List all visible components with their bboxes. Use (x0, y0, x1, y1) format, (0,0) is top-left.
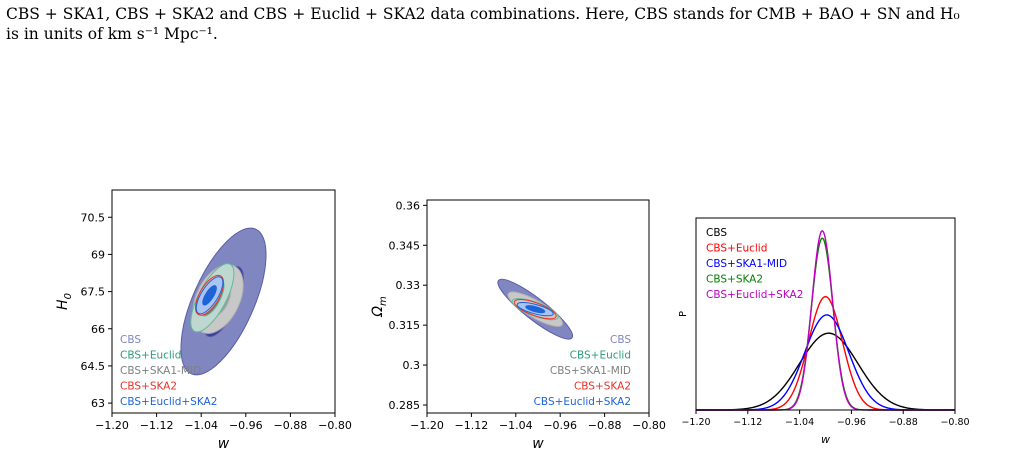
legend-entry: CBS+Euclid+SKA2 (534, 396, 631, 408)
x-tick-label: −0.88 (889, 417, 918, 428)
legend-entry: CBS+SKA1-MID (550, 365, 631, 377)
x-axis-label: w (532, 436, 544, 452)
x-tick-label: −0.80 (940, 417, 969, 428)
y-axis-label: Ωm (370, 296, 389, 318)
x-tick-label: −1.12 (140, 419, 174, 432)
x-axis-label: w (821, 433, 830, 446)
y-tick-label: 0.36 (396, 199, 421, 212)
legend-entry: CBS+Euclid (706, 243, 767, 255)
y-tick-label: 0.285 (389, 399, 421, 412)
contour-panel-1: −1.20 −1.12 −1.04 −0.96 −0.88 −0.80 63 64.5 66 67… (55, 189, 352, 452)
y-tick-label: 0.33 (396, 279, 421, 292)
legend-entry: CBS+SKA1-MID (120, 365, 201, 377)
x-tick-label: −1.12 (733, 417, 762, 428)
legend-entry: CBS (706, 227, 727, 239)
y-tick-label: 63 (91, 397, 105, 410)
y-tick-label: 0.3 (403, 359, 421, 372)
y-tick-label: 66 (91, 323, 105, 336)
legend-entry: CBS+Euclid+SKA2 (706, 289, 803, 301)
curve-cbs-ska1-mid (696, 314, 955, 411)
contour-cbs-euclid-ska2-1sigma (525, 305, 546, 314)
legend-entry: CBS+SKA2 (574, 381, 631, 393)
y-tick-label: 64.5 (81, 360, 106, 373)
y-tick-label: 70.5 (81, 211, 106, 224)
x-tick-label: −1.20 (95, 419, 129, 432)
x-tick-label: −0.88 (274, 419, 308, 432)
legend-entry: CBS+Euclid (570, 350, 631, 362)
y-tick-label: 69 (91, 248, 105, 261)
plot-frame (111, 189, 336, 414)
caption-line-1: CBS + SKA1, CBS + SKA2 and CBS + Euclid … (6, 5, 960, 23)
y-tick-label: 67.5 (81, 286, 106, 299)
curve-cbs-euclid (696, 295, 955, 411)
posterior-panel: −1.20 −1.12 −1.04 −0.96 −0.88 −0.80 w P CBS CBS+E… (678, 217, 970, 446)
x-tick-label: −1.20 (681, 417, 710, 428)
x-tick-label: −1.04 (785, 417, 814, 428)
y-axis-label: P (678, 311, 689, 317)
y-tick-label: 0.315 (389, 319, 421, 332)
figure-caption: CBS + SKA1, CBS + SKA2 and CBS + Euclid … (6, 4, 1021, 44)
x-tick-label: −1.04 (499, 419, 533, 432)
curve-cbs (696, 332, 955, 411)
plot-frame (426, 199, 650, 414)
legend-entry: CBS+Euclid+SKA2 (120, 396, 217, 408)
x-tick-label: −0.88 (588, 419, 622, 432)
x-axis-label: w (218, 436, 230, 452)
legend-entry: CBS (120, 334, 141, 346)
x-tick-label: −1.12 (455, 419, 489, 432)
legend-entry: CBS+SKA2 (706, 274, 763, 286)
plot-frame (695, 217, 956, 411)
x-tick-label: −0.80 (318, 419, 352, 432)
x-tick-label: −0.96 (229, 419, 263, 432)
x-tick-label: −1.20 (410, 419, 444, 432)
legend-entry: CBS+SKA2 (120, 381, 177, 393)
x-tick-label: −0.80 (632, 419, 666, 432)
legend-entry: CBS+Euclid (120, 350, 181, 362)
y-axis-label: H0 (55, 293, 74, 310)
x-tick-label: −0.96 (543, 419, 577, 432)
x-tick-label: −1.04 (184, 419, 218, 432)
legend-entry: CBS (610, 334, 631, 346)
x-tick-label: −0.96 (837, 417, 866, 428)
contour-panel-2: −1.20 −1.12 −1.04 −0.96 −0.88 −0.80 0.285 0.3 0.… (370, 199, 666, 452)
y-tick-label: 0.345 (389, 239, 421, 252)
caption-line-2: is in units of km s⁻¹ Mpc⁻¹. (6, 25, 218, 43)
contour-cbs-euclid-ska2-1sigma (202, 285, 217, 306)
legend-entry: CBS+SKA1-MID (706, 258, 787, 270)
